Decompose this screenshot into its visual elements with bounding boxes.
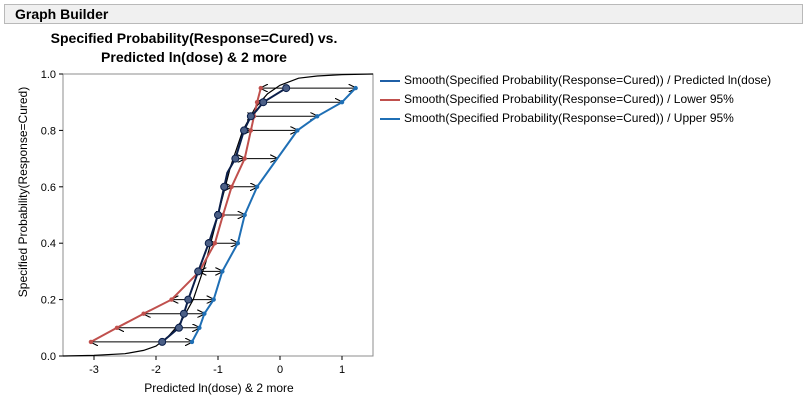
legend-label-predicted: Smooth(Specified Probability(Response=Cu…	[404, 73, 772, 87]
predicted-marker	[184, 295, 193, 304]
predicted-marker	[174, 323, 183, 332]
upper-95-point	[197, 325, 202, 330]
upper-95-point	[220, 269, 225, 274]
lower-95-point	[141, 311, 146, 316]
upper-95-point	[295, 128, 300, 133]
legend-swatch-upper95	[380, 118, 400, 120]
lower-95-point	[169, 297, 174, 302]
y-tick-label: 0.6	[41, 182, 56, 194]
predicted-marker	[158, 337, 167, 346]
y-tick-label: 1.0	[41, 69, 56, 81]
upper-95-point	[202, 311, 207, 316]
predicted-marker	[220, 182, 229, 191]
lower-95-point	[88, 339, 94, 345]
upper-95-point	[315, 114, 320, 119]
legend-swatch-lower95	[380, 99, 400, 101]
predicted-marker	[204, 239, 213, 248]
upper-95-point	[242, 212, 247, 218]
x-tick-label: -1	[213, 364, 223, 376]
upper-95-curve	[191, 87, 357, 343]
chart-title-line2: Predicted ln(dose) & 2 more	[101, 49, 287, 65]
graph-builder-title: Graph Builder	[15, 6, 109, 22]
predicted-marker	[246, 112, 255, 121]
upper-95-point	[339, 100, 345, 105]
x-tick-label: -2	[151, 364, 161, 376]
upper-95-point	[235, 241, 241, 246]
lower-95-point	[220, 212, 226, 218]
lower-95-point	[212, 241, 218, 246]
lower-95-point	[114, 325, 120, 330]
upper-95-point	[254, 184, 260, 189]
lower-95-point	[258, 85, 263, 91]
predicted-marker	[282, 84, 291, 93]
upper-95-point	[353, 85, 358, 91]
predicted-marker	[214, 211, 222, 219]
predicted-marker	[240, 126, 249, 135]
legend-label-upper95: Smooth(Specified Probability(Response=Cu…	[404, 111, 734, 125]
lower-95-point	[254, 100, 260, 105]
upper-95-point	[189, 339, 195, 345]
x-axis-label: Predicted ln(dose) & 2 more	[144, 381, 294, 395]
x-tick-label: 0	[277, 364, 283, 376]
upper-95-point	[211, 297, 216, 302]
chart-title-line1: Specified Probability(Response=Cured) vs…	[50, 30, 338, 46]
y-tick-label: 0.4	[41, 238, 56, 250]
predicted-marker	[194, 267, 203, 276]
y-tick-label: 0.2	[41, 295, 56, 307]
predicted-marker	[179, 309, 188, 318]
legend-swatch-predicted	[380, 80, 400, 82]
lower-95-point	[242, 156, 247, 161]
x-tick-label: 1	[339, 364, 345, 376]
y-tick-label: 0.0	[41, 351, 56, 363]
lower-95-point	[229, 184, 234, 189]
predicted-marker	[231, 154, 240, 163]
y-tick-label: 0.8	[41, 125, 56, 137]
lower-95-point	[248, 128, 254, 133]
predicted-marker	[259, 98, 268, 107]
x-tick-label: -3	[89, 364, 99, 376]
graph-builder-header: Graph Builder	[4, 4, 803, 24]
legend-label-lower95: Smooth(Specified Probability(Response=Cu…	[404, 92, 734, 106]
